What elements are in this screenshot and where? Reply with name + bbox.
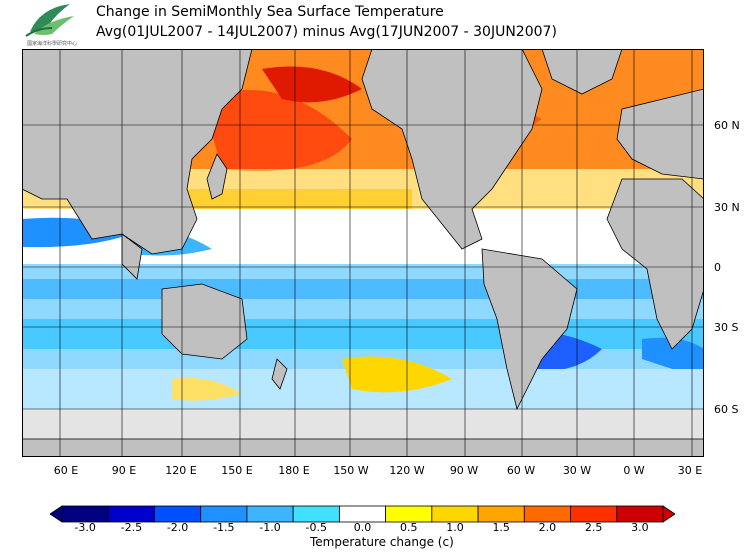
japan <box>206 153 228 200</box>
lon-label: 90 W <box>449 464 479 477</box>
colorbar-min-arrow <box>50 505 63 523</box>
lon-label: 90 E <box>111 464 137 477</box>
svg-text:國家海洋科學研究中心: 國家海洋科學研究中心 <box>27 40 77 47</box>
colorbar-swatch <box>246 505 294 523</box>
lon-label: 150 W <box>333 464 369 477</box>
colorbar-label: Temperature change (c) <box>310 535 454 549</box>
colorbar-tick-label: 0.5 <box>399 521 418 534</box>
lon-label: 60 W <box>506 464 536 477</box>
antarctica <box>22 438 704 457</box>
colorbar-tick-label: -2.5 <box>120 521 143 534</box>
lon-label: 0 W <box>623 464 645 477</box>
colorbar-swatch <box>61 505 109 523</box>
colorbar-tick-label: 1.0 <box>446 521 464 534</box>
colorbar-swatch <box>338 505 387 523</box>
colorbar-swatch <box>570 505 618 523</box>
colorbar-tick-label: -1.5 <box>213 521 235 534</box>
colorbar-tick-label: 0.0 <box>353 521 372 534</box>
map-subtitle: Avg(01JUL2007 - 14JUL2007) minus Avg(17J… <box>96 24 557 40</box>
new-zealand <box>271 358 288 390</box>
lon-label: 120 W <box>389 464 425 477</box>
australia <box>161 283 248 360</box>
lon-label: 30 W <box>562 464 592 477</box>
africa <box>606 178 704 350</box>
lon-label: 120 E <box>165 464 197 477</box>
lon-label: 60 E <box>53 464 79 477</box>
lat-label-30s: 30 S <box>714 321 739 334</box>
colorbar-swatch <box>200 505 248 523</box>
lat-label-60n: 60 N <box>714 119 740 132</box>
colorbar-tick-label: 2.0 <box>538 521 557 534</box>
ncor-logo: 國家海洋科學研究中心 <box>25 4 77 47</box>
colorbar-tick-label: -0.5 <box>305 521 327 534</box>
colorbar-swatch <box>385 505 433 523</box>
colorbar-swatch <box>154 505 202 523</box>
sst-change-map <box>22 49 704 457</box>
colorbar <box>50 505 675 523</box>
eurasia-east <box>22 49 253 255</box>
colorbar-swatch <box>431 505 479 523</box>
colorbar-tick-label: 1.5 <box>492 521 510 534</box>
colorbar-tick-label: 2.5 <box>584 521 603 534</box>
lat-label-30n: 30 N <box>714 201 740 214</box>
map-border <box>22 49 704 457</box>
colorbar-tick-label: 3.0 <box>631 521 649 534</box>
colorbar-swatch <box>616 505 664 523</box>
colorbar-tick-label: -2.0 <box>166 521 189 534</box>
south-america <box>481 248 578 411</box>
lon-label: 180 E <box>278 464 310 477</box>
colorbar-swatch <box>477 505 525 523</box>
map-title: Change in SemiMonthly Sea Surface Temper… <box>96 4 444 20</box>
lon-label: 150 E <box>221 464 253 477</box>
greenland <box>541 49 623 95</box>
lon-label: 30 E <box>677 464 703 477</box>
colorbar-swatch <box>523 505 571 523</box>
lat-label-60s: 60 S <box>714 403 739 416</box>
graticule <box>22 49 704 457</box>
lat-label-0: 0 <box>714 261 721 274</box>
colorbar-tick-label: -3.0 <box>74 521 96 534</box>
colorbar-max-arrow <box>662 505 675 523</box>
europe <box>616 88 704 180</box>
colorbar-swatch <box>107 505 155 523</box>
colorbar-tick-label: -1.0 <box>259 521 281 534</box>
colorbar-swatch <box>292 505 340 523</box>
